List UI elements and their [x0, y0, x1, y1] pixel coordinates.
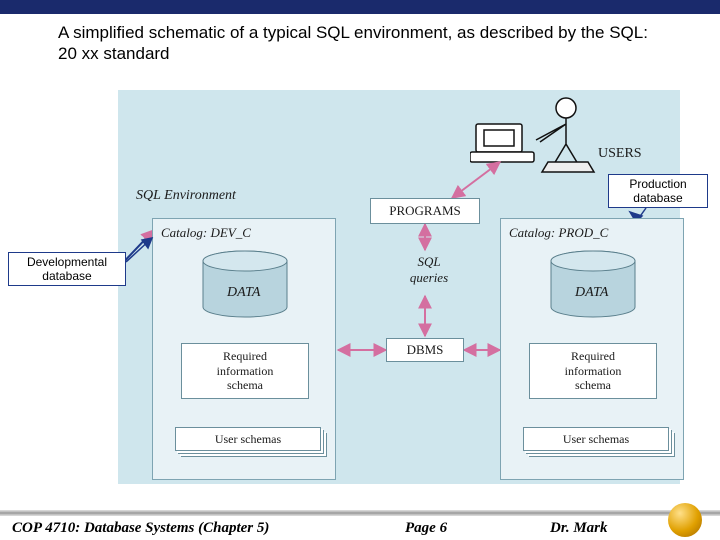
catalog-dev-user-schemas-box: User schemas — [175, 427, 321, 451]
catalog-prod: Catalog: PROD_C DATA Required informatio… — [500, 218, 684, 480]
catalog-prod-data-label: DATA — [575, 285, 608, 301]
slide-title: A simplified schematic of a typical SQL … — [58, 22, 668, 65]
programs-box: PROGRAMS — [370, 198, 480, 224]
footer: COP 4710: Database Systems (Chapter 5) P… — [0, 516, 720, 540]
slide: A simplified schematic of a typical SQL … — [0, 0, 720, 540]
footer-course: COP 4710: Database Systems (Chapter 5) — [12, 520, 269, 537]
footer-page: Page 6 — [405, 520, 447, 537]
footer-author: Dr. Mark — [550, 520, 608, 537]
topbar — [0, 0, 720, 14]
catalog-prod-req-schema-box: Required information schema — [529, 343, 657, 399]
catalog-dev-req-schema-box: Required information schema — [181, 343, 309, 399]
logo-icon — [668, 503, 702, 537]
diagram: SQL Environment USERS — [0, 90, 720, 484]
catalog-prod-user-schemas-box: User schemas — [523, 427, 669, 451]
callout-production: Production database — [608, 174, 708, 208]
catalog-prod-title: Catalog: PROD_C — [509, 225, 608, 241]
catalog-dev-data-label: DATA — [227, 285, 260, 301]
sql-queries-label: SQL queries — [404, 254, 454, 286]
dbms-box: DBMS — [386, 338, 464, 362]
callout-dev-arrow — [0, 90, 200, 340]
